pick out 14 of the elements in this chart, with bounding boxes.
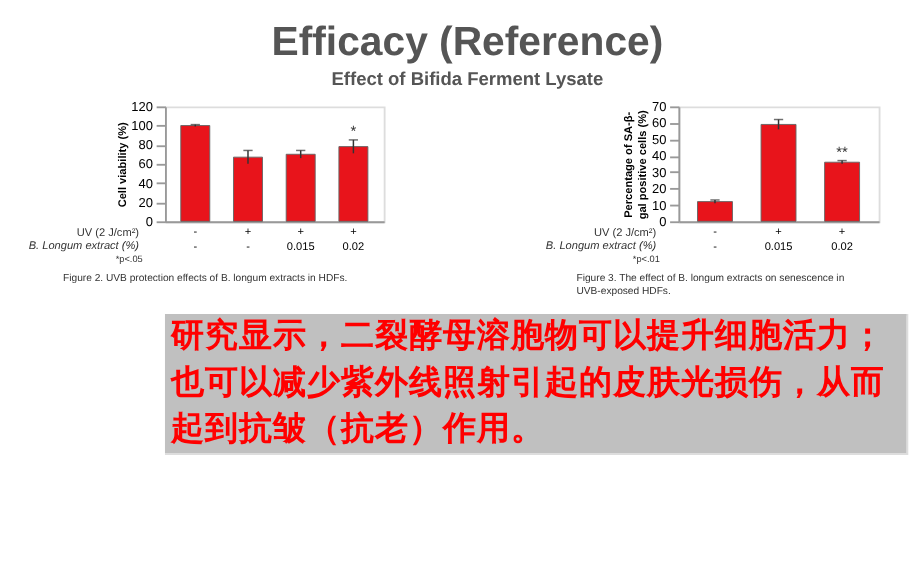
bar — [760, 123, 797, 222]
bar — [285, 153, 316, 222]
bar — [180, 125, 211, 222]
bar — [824, 161, 861, 222]
text: Effect of Bifida Ferment Lysate — [331, 69, 604, 90]
bar — [338, 146, 369, 222]
annotation: * — [350, 122, 357, 141]
text: 也可以减少紫外线照射引起的皮肤光损伤，从而 — [168, 362, 885, 401]
annotation: ** — [836, 142, 849, 161]
text: Efficacy (Reference) — [271, 21, 664, 66]
bar — [233, 156, 263, 222]
text: 起到抗皱（抗老）作用。 — [168, 409, 545, 448]
text: 研究显示，二裂酵母溶胞物可以提升细胞活力； — [168, 316, 885, 355]
bar — [697, 201, 733, 222]
